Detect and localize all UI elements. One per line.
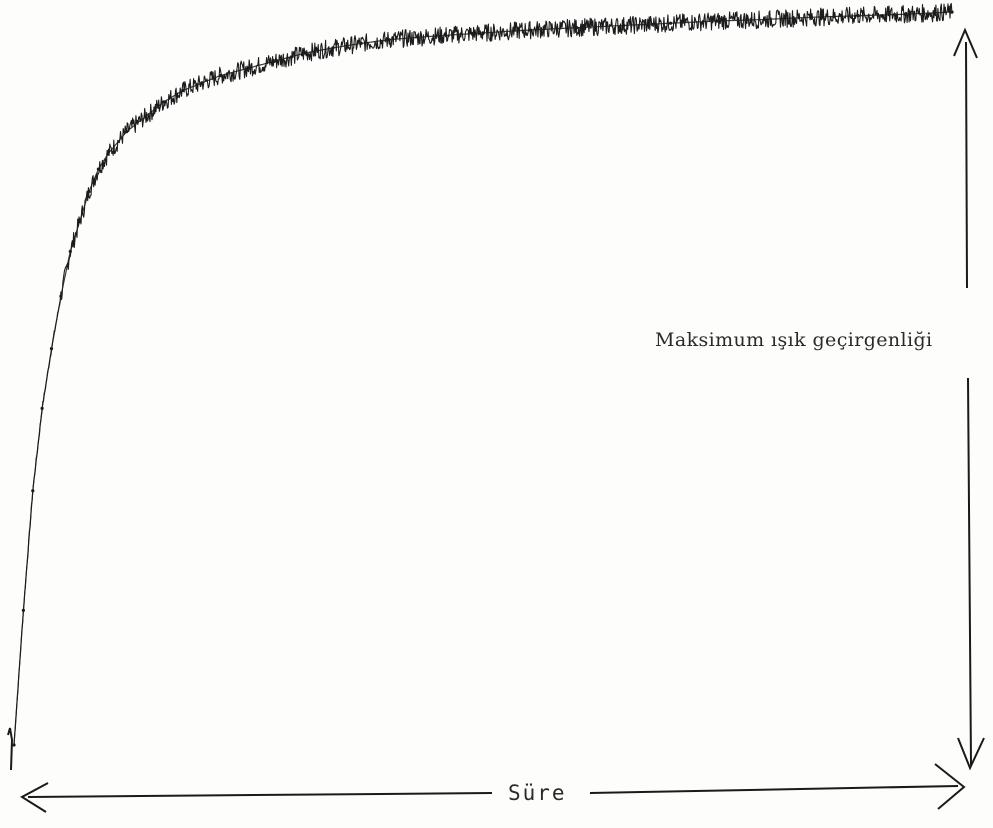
curve-point bbox=[181, 88, 185, 93]
curve-point bbox=[40, 406, 44, 410]
curve-trace bbox=[13, 3, 953, 746]
start-tick bbox=[7, 727, 14, 771]
curve-point bbox=[622, 23, 626, 28]
curve-point bbox=[809, 15, 813, 19]
y-axis-arrowhead-bottom bbox=[957, 737, 985, 771]
x-axis-arrowhead-left bbox=[20, 782, 49, 813]
curve-point bbox=[68, 249, 72, 253]
x-axis-label: Süre bbox=[508, 781, 567, 805]
curve-point bbox=[575, 26, 579, 30]
x-axis-line-right bbox=[589, 785, 959, 794]
curve-point bbox=[218, 74, 222, 78]
curve-point bbox=[481, 31, 485, 35]
x-axis-arrow bbox=[20, 763, 966, 813]
curve-point bbox=[59, 294, 63, 298]
x-axis-line-left bbox=[27, 792, 493, 798]
curve-point bbox=[87, 189, 91, 194]
curve-point bbox=[331, 46, 335, 50]
curve-point bbox=[246, 66, 251, 70]
y-axis-line-bottom bbox=[967, 377, 972, 766]
curve-point bbox=[106, 152, 110, 156]
curve-point bbox=[387, 38, 391, 42]
curve-point bbox=[143, 115, 147, 119]
curve-point bbox=[950, 10, 954, 14]
curve-point bbox=[96, 167, 100, 171]
curve-point bbox=[49, 347, 54, 351]
y-axis-arrow bbox=[953, 27, 985, 771]
curve-point bbox=[21, 608, 25, 613]
y-axis-line-top bbox=[965, 41, 968, 289]
curve-point bbox=[762, 17, 767, 22]
curve-point bbox=[78, 219, 82, 223]
curve-point bbox=[275, 59, 279, 63]
curve-line bbox=[13, 11, 953, 746]
curve-point bbox=[359, 41, 363, 46]
curve-point bbox=[125, 130, 129, 134]
curve-point bbox=[200, 81, 204, 85]
y-axis-label: Maksimum ışık geçirgenliği bbox=[655, 329, 933, 351]
curve-point bbox=[856, 14, 860, 18]
curve-point bbox=[303, 51, 307, 55]
x-axis-arrowhead-right bbox=[934, 763, 966, 810]
curve-point bbox=[669, 21, 673, 25]
curve-point bbox=[434, 34, 438, 38]
curve-point bbox=[715, 19, 720, 23]
curve-point bbox=[31, 489, 35, 493]
curve-point bbox=[903, 12, 907, 16]
y-axis-arrowhead-top bbox=[953, 27, 978, 59]
transmittance-curve bbox=[12, 3, 954, 747]
curve-point bbox=[528, 28, 532, 32]
curve-point bbox=[162, 100, 166, 104]
curve-point bbox=[12, 743, 16, 747]
